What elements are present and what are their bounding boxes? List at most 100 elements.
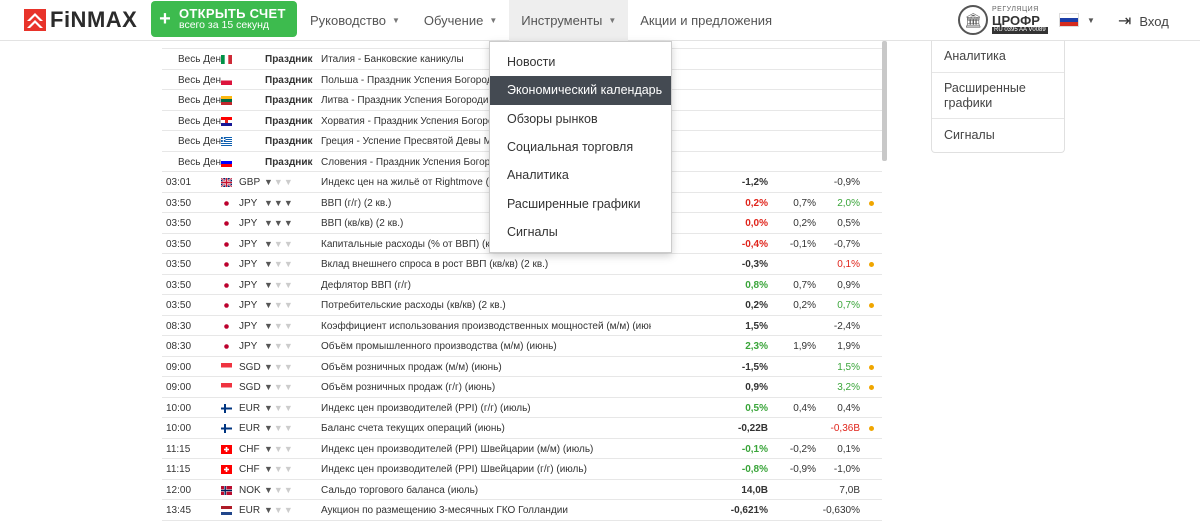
volatility-bulls-icon: ▼▼▼	[264, 382, 294, 392]
nav-item-label: Инструменты	[521, 13, 603, 28]
side-menu-item-1[interactable]: Расширенные графики	[932, 73, 1064, 119]
row-event-name[interactable]: Хорватия - Праздник Успения Богородицы	[321, 115, 518, 127]
table-row: 13:45 EUR ▼▼▼ Аукцион по размещению 3-месяч…	[162, 500, 882, 521]
regulator-building-icon: 🏛	[958, 5, 988, 35]
row-currency: EUR	[239, 423, 261, 434]
row-actual: -1,5%	[741, 361, 768, 373]
revision-dot-icon	[869, 200, 874, 206]
flag-it-icon	[221, 55, 232, 64]
row-event-name[interactable]: ВВП (г/г) (2 кв.)	[321, 197, 392, 209]
row-event-name[interactable]: Италия - Банковские каникулы	[321, 54, 464, 65]
row-time: Весь День	[178, 115, 227, 127]
row-event-name[interactable]: Объём розничных продаж (м/м) (июнь)	[321, 361, 502, 373]
row-event-name[interactable]: Сальдо торгового баланса (июль)	[321, 484, 479, 496]
row-event-name[interactable]: Аукцион по размещению 3-месячных ГКО Гол…	[321, 505, 568, 516]
row-previous: -0,9%	[833, 177, 860, 188]
side-menu-panel: Аналитика Расширенные графики Сигналы	[931, 41, 1065, 153]
row-forecast: 0,2%	[793, 300, 816, 311]
row-event-name[interactable]: Индекс цен на жильё от Rightmove (м/м)	[321, 177, 509, 188]
row-actual: -0,4%	[741, 238, 768, 250]
row-event-name[interactable]: Литва - Праздник Успения Богородицы	[321, 95, 502, 106]
nav-item-3[interactable]: Акции и предложения	[628, 0, 784, 41]
row-time: 11:15	[166, 464, 191, 475]
flag-fi-icon	[221, 424, 232, 433]
regulation-label: РЕГУЛЯЦИЯ	[992, 6, 1039, 14]
row-previous: 7,0B	[839, 484, 860, 496]
row-event-name[interactable]: ВВП (кв/кв) (2 кв.)	[321, 218, 404, 229]
volatility-bulls-icon: ▼▼▼	[264, 464, 294, 474]
volatility-bulls-icon: ▼▼▼	[264, 320, 294, 331]
dropdown-item-1[interactable]: Экономический календарь	[490, 76, 671, 105]
table-row: 10:00 EUR ▼▼▼ Индекс цен производителей (PP…	[162, 398, 882, 418]
table-scrollbar[interactable]	[882, 41, 887, 161]
dropdown-item-2[interactable]: Обзоры рынков	[507, 111, 598, 126]
table-row: 11:15 CHF ▼▼▼ Индекс цен производителей (PP…	[162, 439, 882, 459]
row-event-name[interactable]: Вклад внешнего спроса в рост ВВП (кв/кв)…	[321, 259, 549, 270]
table-row: 08:30 JPY ▼▼▼ Коэффициент использования про…	[162, 316, 882, 336]
row-event-name[interactable]: Польша - Праздник Успения Богородицы	[321, 74, 512, 86]
row-event-name[interactable]: Индекс цен производителей (PPI) Швейцари…	[321, 464, 587, 475]
finmax-logo[interactable]: FiNMAX	[24, 7, 138, 32]
row-actual: -0,8%	[741, 464, 768, 475]
flag-lt-icon	[221, 96, 232, 105]
row-currency: NOK	[239, 484, 261, 496]
row-forecast: -0,1%	[789, 238, 816, 250]
login-icon: ⇥	[1118, 13, 1132, 30]
table-row: 03:50 JPY ▼▼▼ Дефлятор ВВП (г/г) 0,8% 0,7% 0,9…	[162, 275, 882, 295]
row-event-name[interactable]: Потребительские расходы (кв/кв) (2 кв.)	[321, 300, 506, 311]
dropdown-item-0[interactable]: Новости	[507, 55, 556, 70]
row-event-name[interactable]: Словения - Праздник Успения Богородицы	[321, 156, 520, 168]
row-event-name[interactable]: Греция - Успение Пресвятой Девы Марии	[321, 136, 515, 147]
open-account-label: ОТКРЫТЬ СЧЕТ	[179, 5, 286, 21]
row-event-name[interactable]: Объём промышленного производства (м/м) (…	[321, 341, 557, 352]
row-holiday-type: Праздник	[265, 54, 313, 65]
row-actual: -1,2%	[741, 177, 768, 188]
table-row: 11:15 CHF ▼▼▼ Индекс цен производителей (PP…	[162, 459, 882, 480]
row-holiday-type: Праздник	[265, 136, 313, 147]
economic-calendar-table: Весь День Праздник Италия - Банковские кан…	[162, 41, 882, 521]
row-time: Весь День	[178, 74, 227, 86]
dropdown-item-3[interactable]: Социальная торговля	[507, 140, 634, 155]
nav-item-1[interactable]: Обучение ▼	[412, 0, 509, 41]
nav-item-label: Руководство	[310, 13, 386, 28]
flag-jp-icon	[221, 280, 232, 290]
open-account-button[interactable]: + ОТКРЫТЬ СЧЕТ всего за 15 секунд	[151, 1, 297, 37]
row-forecast: -0,9%	[789, 464, 816, 475]
side-menu-item-0[interactable]: Аналитика	[932, 41, 1064, 73]
table-row: 09:00 SGD ▼▼▼ Объём розничных продаж (г/г) …	[162, 377, 882, 398]
login-link[interactable]: ⇥ Вход	[1118, 11, 1169, 31]
dropdown-item-4[interactable]: Аналитика	[507, 168, 569, 183]
row-forecast: 0,2%	[793, 218, 816, 229]
dropdown-item-6[interactable]: Сигналы	[507, 224, 558, 239]
row-event-name[interactable]: Индекс цен производителей (PPI) Швейцари…	[321, 443, 594, 455]
row-time: 09:00	[166, 361, 192, 373]
row-previous: 3,2%	[837, 382, 860, 393]
side-menu-item-2[interactable]: Сигналы	[944, 127, 995, 142]
row-time: 03:50	[166, 259, 192, 270]
logo-text: FiNMAX	[50, 7, 138, 32]
regulation-badge[interactable]: 🏛 РЕГУЛЯЦИЯ ЦРОФР RU 0395 AA V0089	[958, 5, 1048, 35]
row-event-name[interactable]: Индекс цен производителей (PPI) (г/г) (и…	[321, 402, 531, 414]
row-event-name[interactable]: Баланс счета текущих операций (июнь)	[321, 423, 505, 434]
logo-chevron-icon	[24, 9, 46, 31]
row-time: 08:30	[166, 320, 192, 332]
row-previous: 0,9%	[837, 279, 860, 291]
row-currency: JPY	[239, 320, 258, 332]
row-event-name[interactable]: Объём розничных продаж (г/г) (июнь)	[321, 382, 496, 393]
flag-nl-icon	[221, 506, 232, 515]
row-event-name[interactable]: Коэффициент использования производственн…	[321, 320, 651, 332]
nav-item-label: Обучение	[423, 13, 484, 28]
row-time: 09:00	[166, 382, 192, 393]
volatility-bulls-icon: ▼▼▼	[264, 238, 294, 249]
chevron-down-icon: ▼	[489, 16, 498, 25]
row-actual: -0,621%	[730, 505, 768, 516]
language-selector[interactable]: ▼	[1059, 13, 1095, 27]
license-number: RU 0395 AA V0089	[992, 27, 1048, 34]
row-actual: 14,0B	[741, 484, 768, 496]
row-event-name[interactable]: Дефлятор ВВП (г/г)	[321, 279, 411, 291]
row-event-name[interactable]: Капитальные расходы (% от ВВП) (кв/кв) (…	[321, 238, 542, 250]
dropdown-item-5[interactable]: Расширенные графики	[507, 196, 641, 211]
nav-item-2[interactable]: Инструменты ▼	[509, 0, 629, 41]
nav-item-0[interactable]: Руководство ▼	[298, 0, 412, 41]
table-row: 03:50 JPY ▼▼▼ Потребительские расходы (кв/к…	[162, 295, 882, 316]
